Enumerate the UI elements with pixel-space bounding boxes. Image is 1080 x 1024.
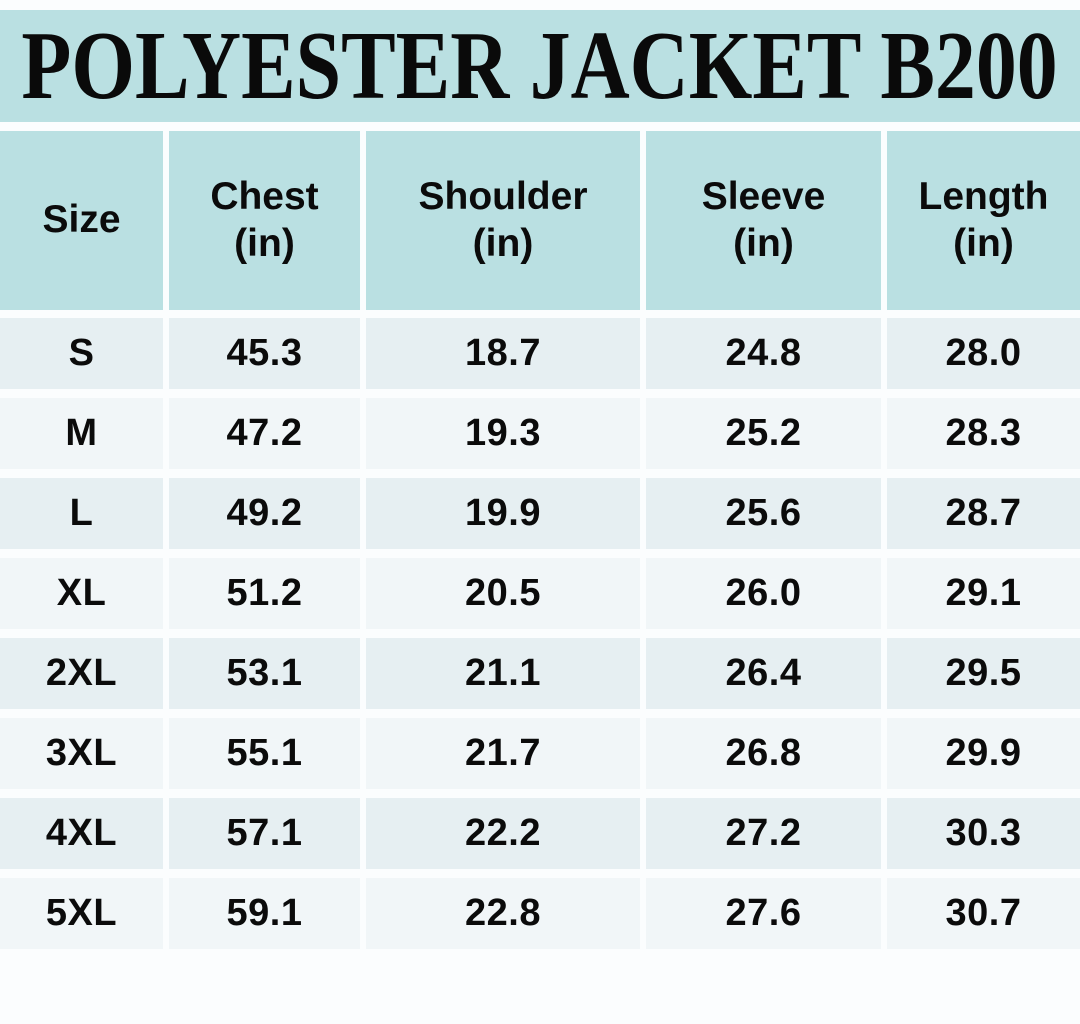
header-sleeve: Sleeve (in) [646,131,881,310]
sleeve-cell: 26.4 [646,638,881,709]
size-cell: S [0,318,163,389]
header-shoulder-label: Shoulder [418,175,588,219]
chest-cell: 47.2 [169,398,360,469]
length-cell: 28.3 [887,398,1080,469]
size-cell: 3XL [0,718,163,789]
length-cell: 28.0 [887,318,1080,389]
header-chest-label: Chest [210,175,319,219]
shoulder-cell: 19.3 [366,398,640,469]
header-chest: Chest (in) [169,131,360,310]
sleeve-cell: 27.6 [646,878,881,949]
table-row-4xl: 4XL 57.1 22.2 27.2 30.3 [0,798,1080,869]
header-shoulder-unit: (in) [472,221,534,265]
table-row-s: S 45.3 18.7 24.8 28.0 [0,318,1080,389]
table-row-l: L 49.2 19.9 25.6 28.7 [0,478,1080,549]
title-banner: POLYESTER JACKET B200 [0,10,1080,122]
product-title: POLYESTER JACKET B200 [21,11,1059,121]
shoulder-cell: 18.7 [366,318,640,389]
length-cell: 30.3 [887,798,1080,869]
table-header-row: Size Chest (in) Shoulder (in) Sleeve (in… [0,131,1080,310]
chest-cell: 59.1 [169,878,360,949]
length-cell: 29.9 [887,718,1080,789]
size-cell: M [0,398,163,469]
length-cell: 30.7 [887,878,1080,949]
length-cell: 29.1 [887,558,1080,629]
sleeve-cell: 27.2 [646,798,881,869]
header-size: Size [0,131,163,310]
shoulder-cell: 22.8 [366,878,640,949]
header-length-unit: (in) [953,221,1014,265]
chest-cell: 45.3 [169,318,360,389]
size-cell: L [0,478,163,549]
size-cell: 2XL [0,638,163,709]
size-cell: XL [0,558,163,629]
table-row-3xl: 3XL 55.1 21.7 26.8 29.9 [0,718,1080,789]
shoulder-cell: 22.2 [366,798,640,869]
shoulder-cell: 20.5 [366,558,640,629]
chest-cell: 51.2 [169,558,360,629]
header-sleeve-unit: (in) [733,221,794,265]
chest-cell: 49.2 [169,478,360,549]
sleeve-cell: 25.6 [646,478,881,549]
table-row-xl: XL 51.2 20.5 26.0 29.1 [0,558,1080,629]
table-row-2xl: 2XL 53.1 21.1 26.4 29.5 [0,638,1080,709]
table-row-5xl: 5XL 59.1 22.8 27.6 30.7 [0,878,1080,949]
shoulder-cell: 19.9 [366,478,640,549]
length-cell: 29.5 [887,638,1080,709]
length-cell: 28.7 [887,478,1080,549]
chest-cell: 53.1 [169,638,360,709]
header-size-label: Size [42,198,121,242]
sleeve-cell: 26.8 [646,718,881,789]
shoulder-cell: 21.1 [366,638,640,709]
sleeve-cell: 25.2 [646,398,881,469]
chest-cell: 57.1 [169,798,360,869]
size-cell: 4XL [0,798,163,869]
size-cell: 5XL [0,878,163,949]
header-length-label: Length [918,175,1049,219]
header-chest-unit: (in) [234,221,295,265]
header-sleeve-label: Sleeve [701,175,826,219]
chest-cell: 55.1 [169,718,360,789]
shoulder-cell: 21.7 [366,718,640,789]
header-shoulder: Shoulder (in) [366,131,640,310]
sleeve-cell: 26.0 [646,558,881,629]
sleeve-cell: 24.8 [646,318,881,389]
header-length: Length (in) [887,131,1080,310]
table-row-m: M 47.2 19.3 25.2 28.3 [0,398,1080,469]
